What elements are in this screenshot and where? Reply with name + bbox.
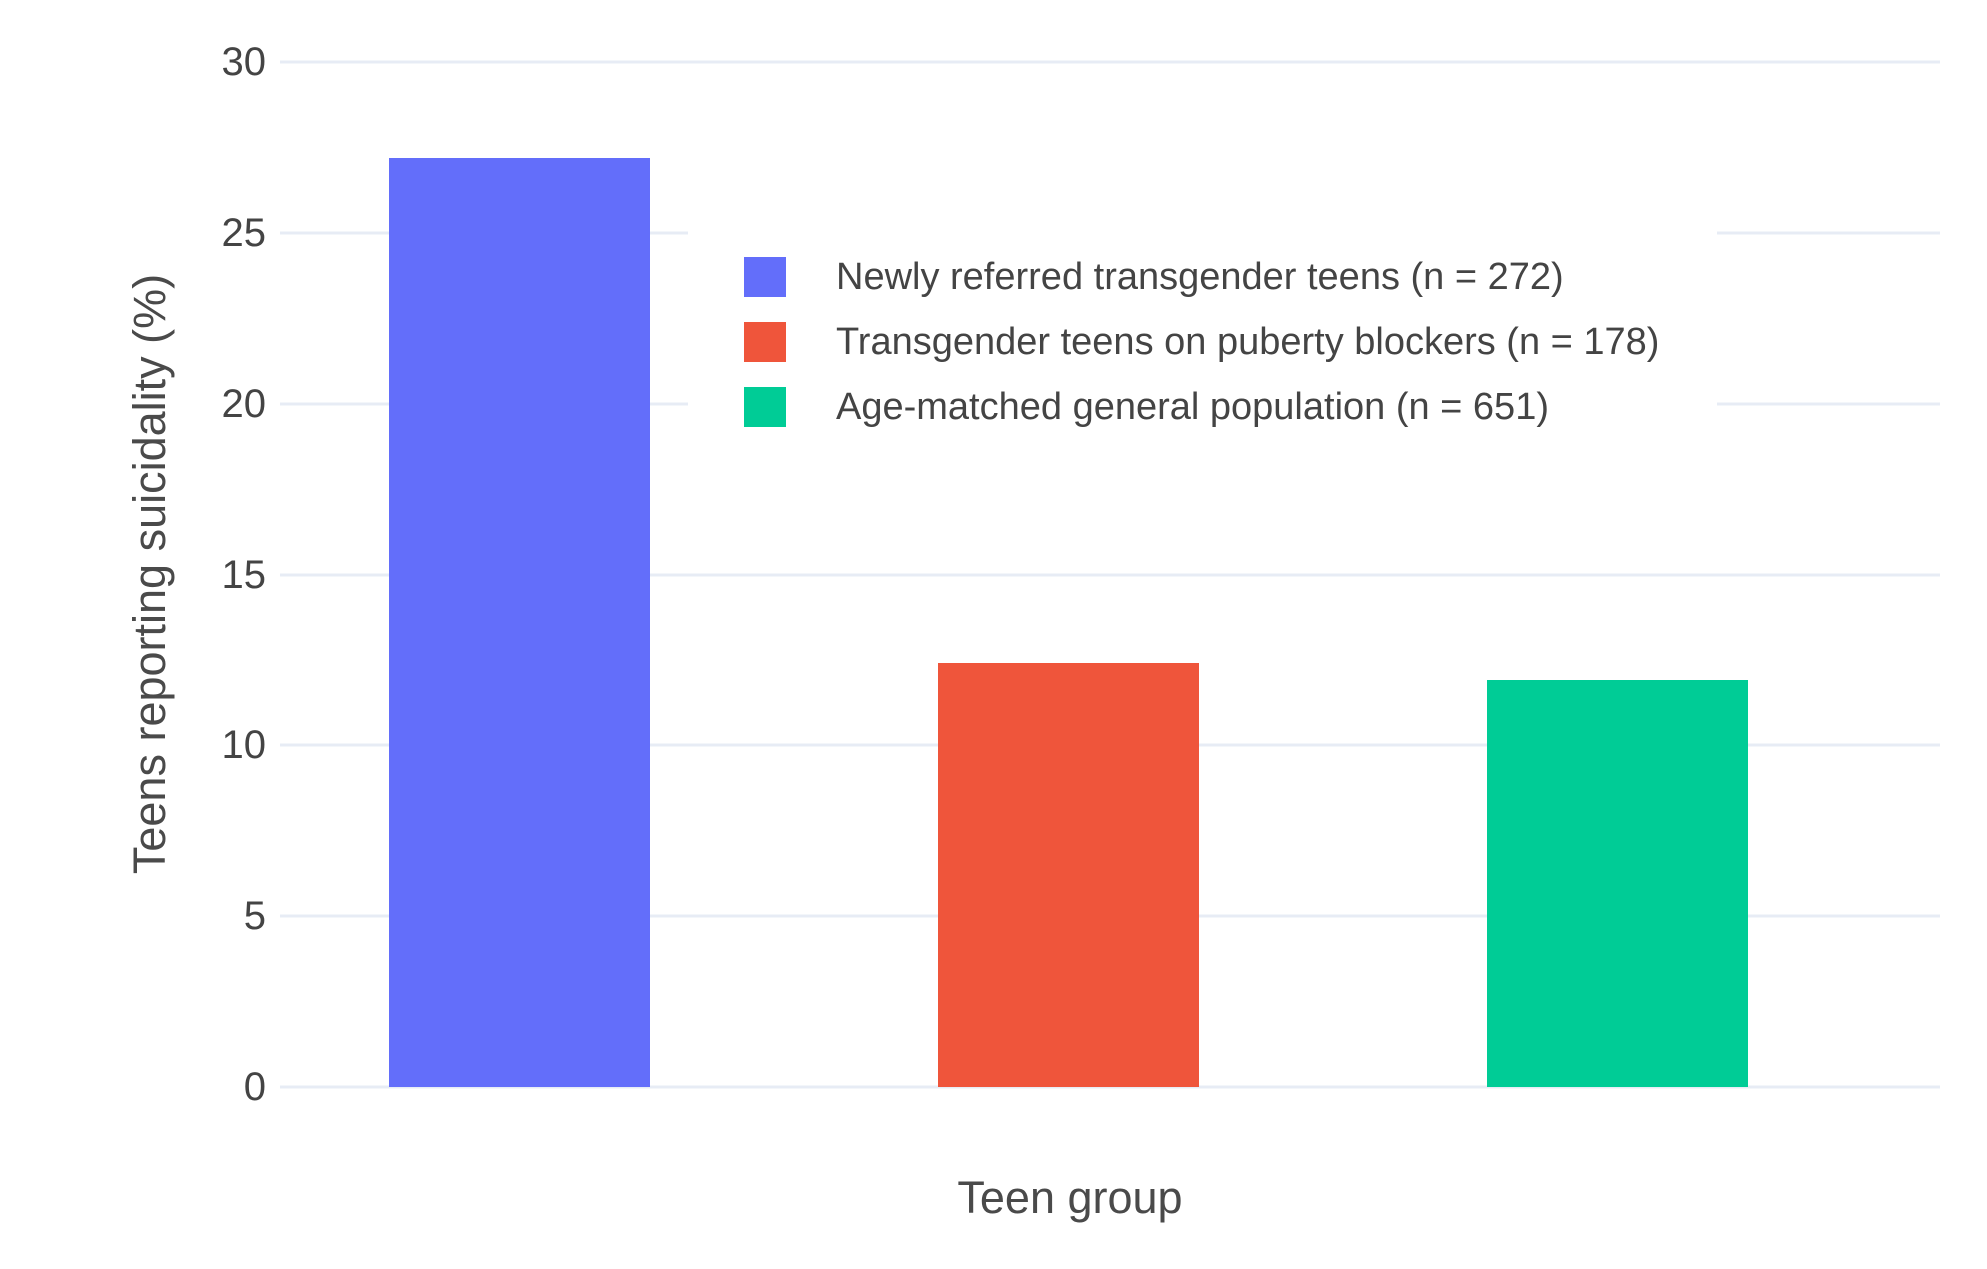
legend: Newly referred transgender teens (n = 27… (688, 212, 1718, 475)
plot-area (280, 60, 1940, 1089)
gridline-y-15 (280, 573, 1940, 576)
y-tick-label-0: 0 (243, 1065, 266, 1109)
legend-swatch-icon (744, 322, 786, 362)
y-tick-label-5: 5 (243, 894, 266, 939)
gridline-y-0 (280, 1085, 1940, 1089)
gridline-y-30 (280, 60, 1940, 64)
bar-general-population (1487, 680, 1748, 1087)
y-tick-label-15: 15 (221, 552, 267, 597)
bar-teens-on-puberty-blockers (938, 663, 1199, 1087)
y-tick-label-30: 30 (221, 40, 267, 84)
bar-newly-referred-teens (389, 157, 650, 1087)
legend-swatch-icon (744, 387, 786, 427)
x-axis-title: Teen group (957, 1172, 1183, 1223)
legend-item-2[interactable]: Age-matched general population (n = 651) (744, 386, 1659, 428)
legend-item-1[interactable]: Transgender teens on puberty blockers (n… (744, 321, 1659, 363)
y-tick-label-20: 20 (221, 381, 267, 426)
legend-item-0[interactable]: Newly referred transgender teens (n = 27… (744, 256, 1659, 298)
legend-swatch-icon (744, 257, 786, 297)
y-tick-label-10: 10 (221, 723, 267, 768)
legend-label: Newly referred transgender teens (n = 27… (836, 256, 1564, 298)
y-tick-label-25: 25 (221, 210, 267, 255)
legend-label: Transgender teens on puberty blockers (n… (836, 321, 1660, 363)
legend-label: Age-matched general population (n = 651) (836, 386, 1549, 428)
